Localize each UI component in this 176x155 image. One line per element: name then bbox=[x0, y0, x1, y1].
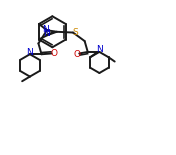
Text: S: S bbox=[72, 28, 78, 37]
Text: N: N bbox=[42, 25, 48, 34]
Text: N: N bbox=[27, 48, 33, 57]
Text: O: O bbox=[51, 49, 58, 58]
Text: N: N bbox=[43, 29, 50, 38]
Text: N: N bbox=[96, 45, 103, 54]
Text: O: O bbox=[73, 50, 80, 59]
